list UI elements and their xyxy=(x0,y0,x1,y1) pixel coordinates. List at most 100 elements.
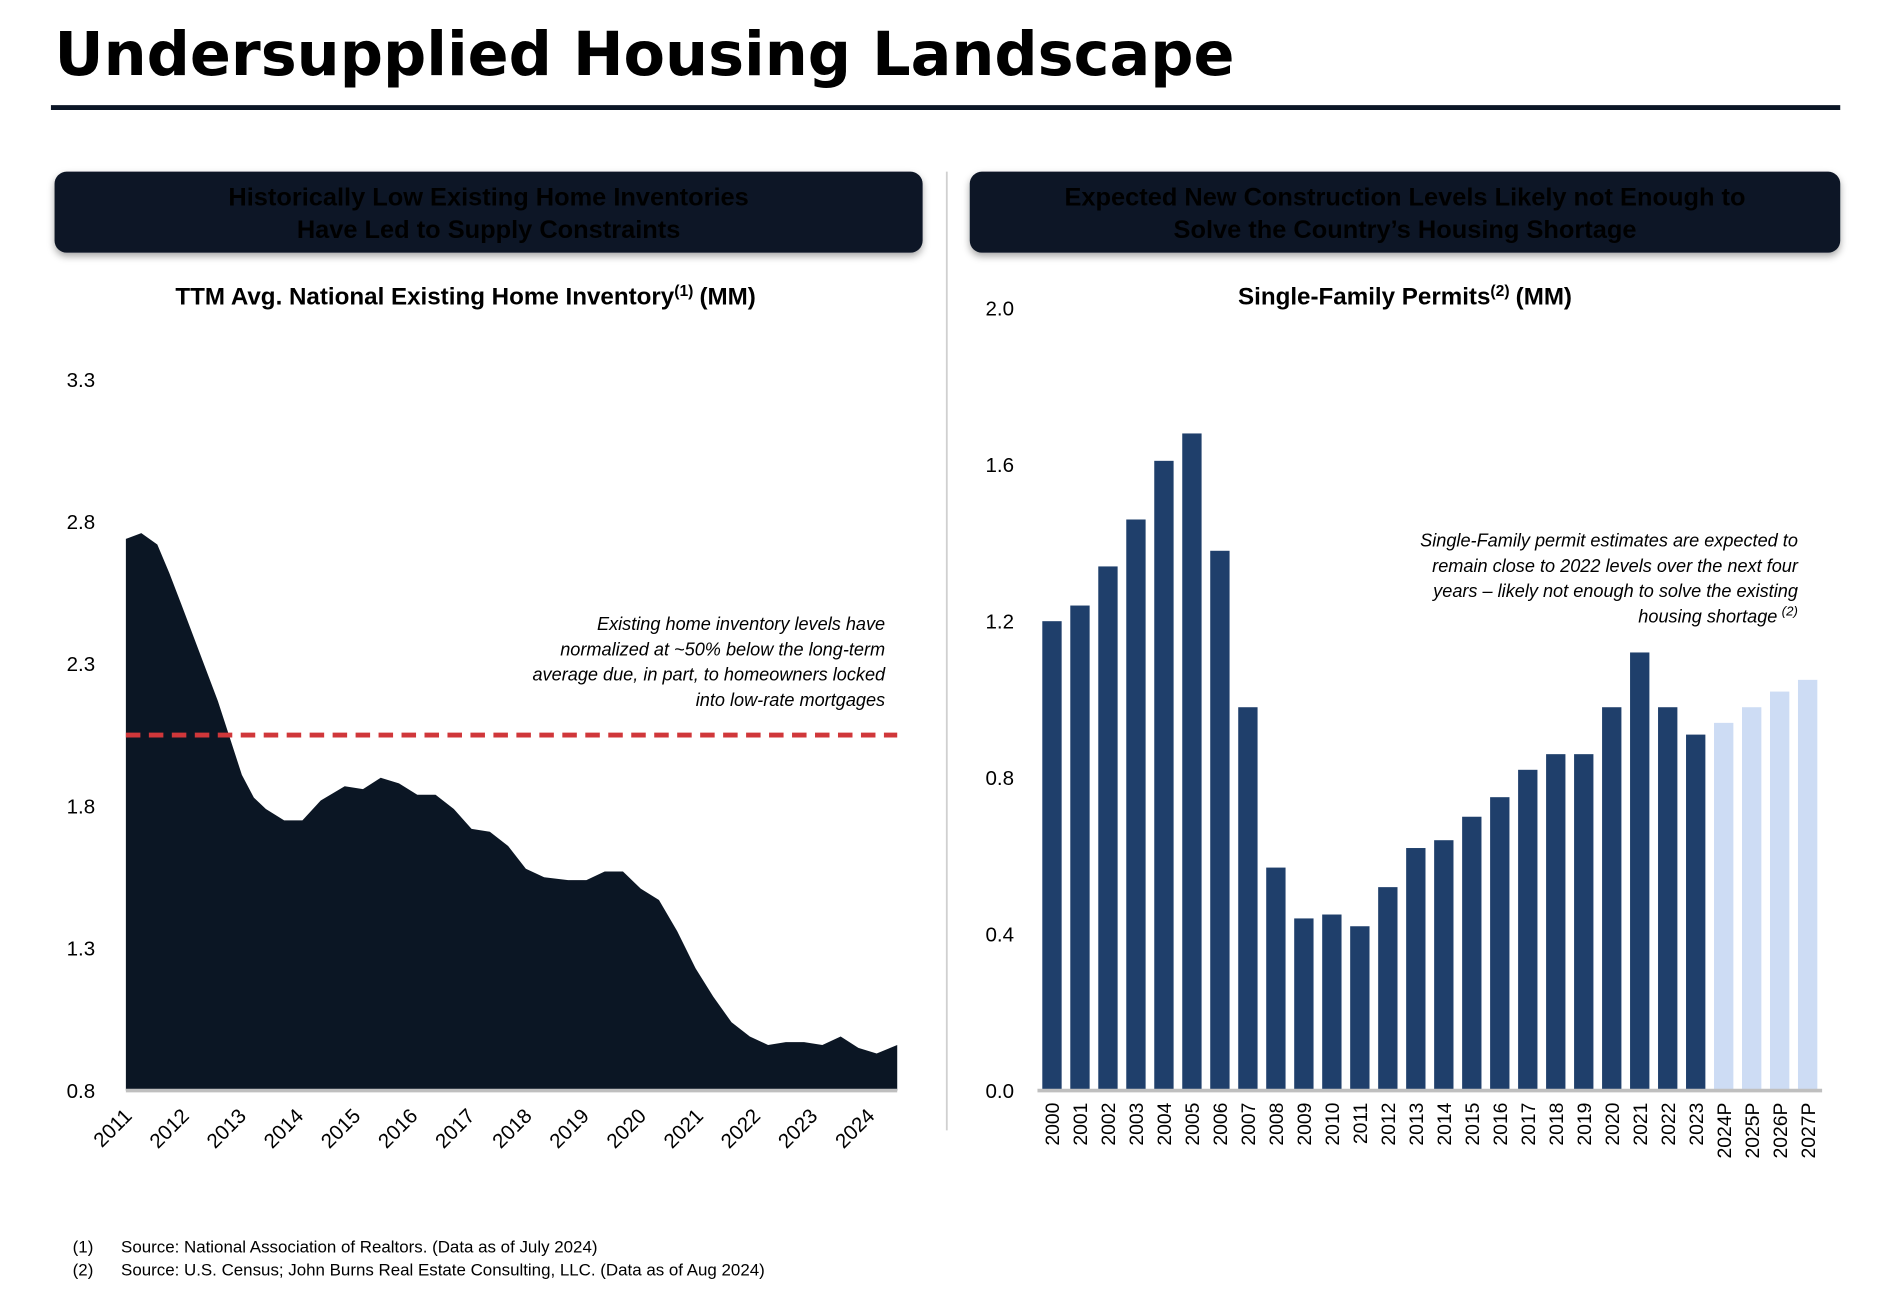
x-tick-label: 2014 xyxy=(1434,1102,1456,1145)
x-tick-label: 2017 xyxy=(431,1104,480,1153)
chart-title-note: (1) xyxy=(674,283,693,300)
x-tick-label: 2026P xyxy=(1770,1103,1792,1159)
x-tick-label: 2022 xyxy=(717,1104,766,1153)
x-tick-label: 2005 xyxy=(1182,1103,1204,1146)
bar xyxy=(1210,550,1230,1091)
annotation: into low-rate mortgages xyxy=(696,690,885,710)
x-tick-label: 2013 xyxy=(1406,1103,1428,1146)
bar xyxy=(1070,605,1090,1091)
bar xyxy=(1126,519,1146,1091)
footnote-marker: (2) xyxy=(73,1260,94,1279)
x-tick-label: 2019 xyxy=(545,1104,594,1153)
x-tick-label: 2016 xyxy=(1490,1103,1512,1146)
bar xyxy=(1602,707,1622,1091)
annotation-line: years – likely not enough to solve the e… xyxy=(1431,581,1798,601)
bar xyxy=(1574,754,1594,1091)
annotation: normalized at ~50% below the long-term xyxy=(560,639,885,659)
bar xyxy=(1378,887,1398,1091)
chart-title-note: (2) xyxy=(1490,283,1509,300)
page-title: Undersupplied Housing Landscape xyxy=(55,20,1235,90)
y-tick-label: 2.8 xyxy=(67,511,96,534)
bar xyxy=(1098,566,1118,1091)
bar xyxy=(1182,433,1202,1091)
bar xyxy=(1154,460,1174,1091)
x-tick-label: 2018 xyxy=(1546,1103,1568,1146)
y-tick-label: 0.0 xyxy=(985,1080,1014,1103)
bar xyxy=(1238,707,1258,1091)
x-tick-label: 2011 xyxy=(89,1104,137,1152)
annotation-note: (2) xyxy=(1782,603,1798,618)
chart-title: TTM Avg. National Existing Home Inventor… xyxy=(175,283,755,310)
x-tick-label: 2018 xyxy=(488,1104,537,1153)
x-tick-label: 2009 xyxy=(1294,1103,1316,1146)
y-tick-label: 0.4 xyxy=(985,923,1014,946)
panel-heading: Expected New Construction Levels Likely … xyxy=(1065,184,1746,212)
x-tick-label: 2017 xyxy=(1518,1103,1540,1146)
bar xyxy=(1462,816,1482,1091)
x-tick-label: 2008 xyxy=(1266,1103,1288,1146)
y-tick-label: 1.6 xyxy=(985,454,1014,477)
footnote-text: Source: U.S. Census; John Burns Real Est… xyxy=(121,1260,765,1279)
area xyxy=(125,533,898,1091)
panel-heading-box xyxy=(969,171,1841,253)
x-tick-label: 2001 xyxy=(1070,1103,1092,1146)
x-tick-label: 2012 xyxy=(1378,1103,1400,1146)
annotation: Existing home inventory levels have xyxy=(597,614,885,634)
annotation: Single-Family permit estimates are expec… xyxy=(1420,530,1798,550)
bar xyxy=(1406,848,1426,1091)
annotation-line: housing shortage xyxy=(1638,607,1777,627)
x-tick-label: 2014 xyxy=(259,1104,308,1153)
x-tick-label: 2012 xyxy=(145,1104,194,1153)
y-tick-label: 3.3 xyxy=(67,369,96,392)
y-tick-label: 1.3 xyxy=(67,938,96,961)
panel-heading: Have Led to Supply Constraints xyxy=(297,216,681,244)
bar xyxy=(1042,621,1062,1091)
x-tick-label: 2027P xyxy=(1798,1103,1820,1159)
bar xyxy=(1546,754,1566,1091)
annotation: average due, in part, to homeowners lock… xyxy=(532,665,886,685)
bar xyxy=(1490,797,1510,1091)
annotation-line: remain close to 2022 levels over the nex… xyxy=(1432,556,1799,576)
annotation: years – likely not enough to solve the e… xyxy=(1431,581,1798,601)
panel-heading-box xyxy=(54,171,923,253)
x-tick-label: 2016 xyxy=(374,1104,423,1153)
x-tick-label: 2002 xyxy=(1098,1103,1120,1146)
x-tick-label: 2021 xyxy=(1630,1103,1652,1146)
bar xyxy=(1322,914,1342,1091)
y-tick-label: 1.8 xyxy=(67,795,96,818)
chart-title-unit: (MM) xyxy=(699,284,755,311)
bar xyxy=(1434,840,1454,1091)
annotation-line: Single-Family permit estimates are expec… xyxy=(1420,530,1798,550)
x-tick-label: 2023 xyxy=(774,1104,823,1153)
x-tick-label: 2023 xyxy=(1686,1103,1708,1146)
x-tick-label: 2022 xyxy=(1658,1103,1680,1146)
y-tick-label: 2.3 xyxy=(67,653,96,676)
chart-title-unit: (MM) xyxy=(1516,284,1572,311)
bar xyxy=(1686,734,1706,1091)
bar xyxy=(1294,918,1314,1091)
x-tick-label: 2015 xyxy=(1462,1103,1484,1146)
x-tick-label: 2024 xyxy=(831,1104,880,1153)
y-tick-label: 2.0 xyxy=(985,298,1014,321)
bar xyxy=(1769,691,1790,1091)
chart-title-text: Single-Family Permits xyxy=(1238,284,1490,311)
bar xyxy=(1714,722,1734,1091)
bar xyxy=(1518,769,1538,1091)
footnote-text: Source: National Association of Realtors… xyxy=(121,1238,597,1257)
bar xyxy=(1630,652,1650,1091)
y-tick-label: 0.8 xyxy=(985,767,1014,790)
chart-title: Single-Family Permits(2) (MM) xyxy=(1238,283,1572,310)
x-tick-label: 2010 xyxy=(1322,1103,1344,1146)
x-tick-label: 2021 xyxy=(659,1104,708,1153)
bar xyxy=(1742,707,1762,1091)
bar xyxy=(1350,926,1370,1091)
y-tick-label: 0.8 xyxy=(67,1080,96,1103)
bar xyxy=(1658,707,1678,1091)
bar xyxy=(1797,679,1818,1091)
x-tick-label: 2006 xyxy=(1210,1103,1232,1146)
x-tick-label: 2024P xyxy=(1714,1103,1736,1159)
x-tick-label: 2000 xyxy=(1042,1103,1064,1146)
x-tick-label: 2013 xyxy=(202,1104,251,1153)
